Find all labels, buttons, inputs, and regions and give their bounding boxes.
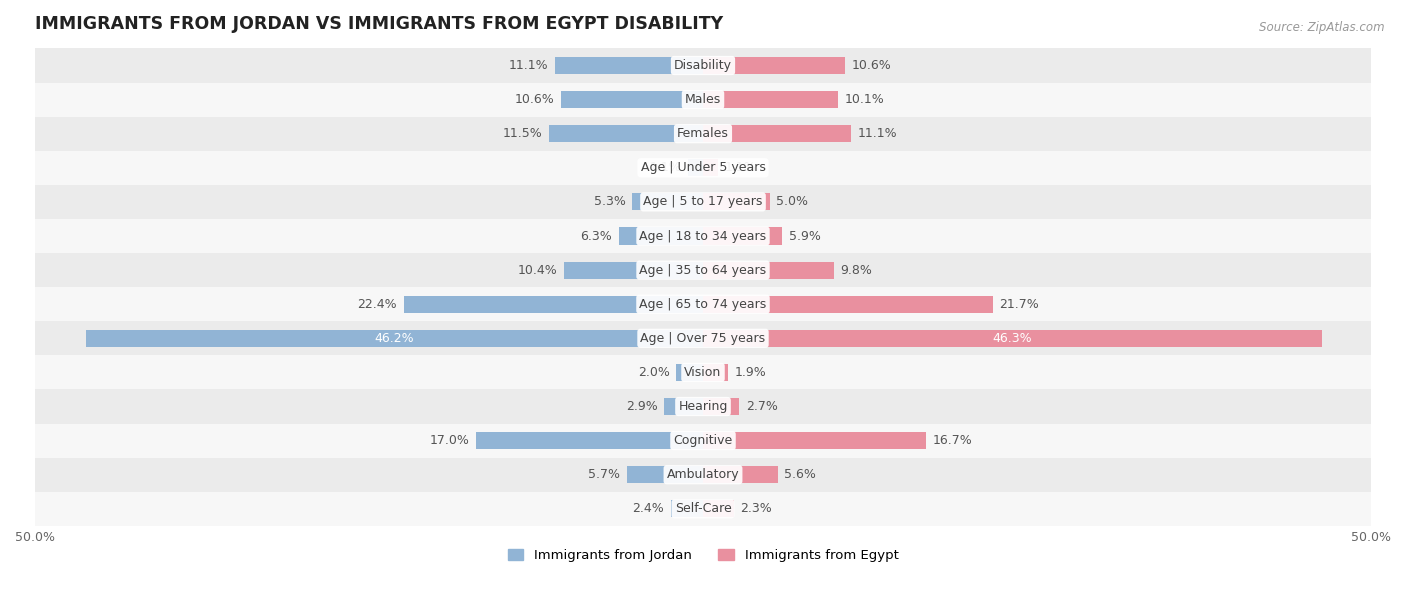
Bar [703, 159, 717, 176]
Text: 11.1%: 11.1% [509, 59, 548, 72]
Bar [35, 151, 1371, 185]
Text: 10.1%: 10.1% [845, 93, 884, 106]
Bar [35, 253, 1371, 287]
Bar [35, 321, 1371, 356]
Bar [703, 296, 993, 313]
Bar [703, 91, 838, 108]
Bar [35, 83, 1371, 117]
Text: 2.3%: 2.3% [741, 502, 772, 515]
Text: Age | 65 to 74 years: Age | 65 to 74 years [640, 297, 766, 311]
Text: 10.6%: 10.6% [851, 59, 891, 72]
Bar [35, 185, 1371, 219]
Text: Hearing: Hearing [678, 400, 728, 413]
Bar [35, 219, 1371, 253]
Bar [475, 432, 703, 449]
Bar [564, 261, 703, 278]
Bar [703, 228, 782, 245]
Text: Age | 18 to 34 years: Age | 18 to 34 years [640, 230, 766, 242]
Text: 10.6%: 10.6% [515, 93, 555, 106]
Text: Disability: Disability [673, 59, 733, 72]
Bar [35, 117, 1371, 151]
Text: 46.2%: 46.2% [374, 332, 415, 345]
Text: 5.6%: 5.6% [785, 468, 817, 481]
Bar [627, 466, 703, 483]
Bar [561, 91, 703, 108]
Bar [550, 125, 703, 142]
Text: 21.7%: 21.7% [1000, 297, 1039, 311]
Text: Age | 35 to 64 years: Age | 35 to 64 years [640, 264, 766, 277]
Text: 46.3%: 46.3% [993, 332, 1032, 345]
Text: Age | Over 75 years: Age | Over 75 years [641, 332, 765, 345]
Bar [35, 458, 1371, 492]
Text: 11.5%: 11.5% [503, 127, 543, 140]
Bar [35, 287, 1371, 321]
Bar [703, 193, 770, 211]
Bar [619, 228, 703, 245]
Bar [703, 500, 734, 517]
Bar [703, 261, 834, 278]
Text: 5.9%: 5.9% [789, 230, 820, 242]
Bar [676, 364, 703, 381]
Text: 2.4%: 2.4% [633, 502, 664, 515]
Bar [703, 364, 728, 381]
Text: Source: ZipAtlas.com: Source: ZipAtlas.com [1260, 21, 1385, 34]
Legend: Immigrants from Jordan, Immigrants from Egypt: Immigrants from Jordan, Immigrants from … [502, 543, 904, 567]
Text: 10.4%: 10.4% [517, 264, 557, 277]
Bar [35, 356, 1371, 389]
Text: 17.0%: 17.0% [429, 434, 470, 447]
Bar [703, 466, 778, 483]
Text: 1.1%: 1.1% [724, 162, 756, 174]
Bar [703, 125, 851, 142]
Text: 2.9%: 2.9% [626, 400, 658, 413]
Text: Self-Care: Self-Care [675, 502, 731, 515]
Text: IMMIGRANTS FROM JORDAN VS IMMIGRANTS FROM EGYPT DISABILITY: IMMIGRANTS FROM JORDAN VS IMMIGRANTS FRO… [35, 15, 723, 33]
Bar [671, 500, 703, 517]
Bar [703, 57, 845, 74]
Text: Age | 5 to 17 years: Age | 5 to 17 years [644, 195, 762, 209]
Bar [664, 398, 703, 415]
Bar [404, 296, 703, 313]
Bar [703, 330, 1322, 347]
Text: 2.0%: 2.0% [638, 366, 669, 379]
Text: 9.8%: 9.8% [841, 264, 873, 277]
Bar [633, 193, 703, 211]
Text: 5.3%: 5.3% [593, 195, 626, 209]
Bar [555, 57, 703, 74]
Text: 5.7%: 5.7% [588, 468, 620, 481]
Text: Vision: Vision [685, 366, 721, 379]
Text: Cognitive: Cognitive [673, 434, 733, 447]
Text: Ambulatory: Ambulatory [666, 468, 740, 481]
Text: 2.7%: 2.7% [745, 400, 778, 413]
Text: 11.1%: 11.1% [858, 127, 897, 140]
Text: Females: Females [678, 127, 728, 140]
Bar [689, 159, 703, 176]
Text: 5.0%: 5.0% [776, 195, 808, 209]
Text: Males: Males [685, 93, 721, 106]
Text: 16.7%: 16.7% [932, 434, 973, 447]
Text: 22.4%: 22.4% [357, 297, 396, 311]
Text: 6.3%: 6.3% [581, 230, 612, 242]
Text: Age | Under 5 years: Age | Under 5 years [641, 162, 765, 174]
Bar [35, 424, 1371, 458]
Bar [35, 389, 1371, 424]
Bar [703, 398, 740, 415]
Bar [703, 432, 927, 449]
Bar [35, 492, 1371, 526]
Bar [86, 330, 703, 347]
Text: 1.1%: 1.1% [650, 162, 682, 174]
Bar [35, 48, 1371, 83]
Text: 1.9%: 1.9% [735, 366, 766, 379]
